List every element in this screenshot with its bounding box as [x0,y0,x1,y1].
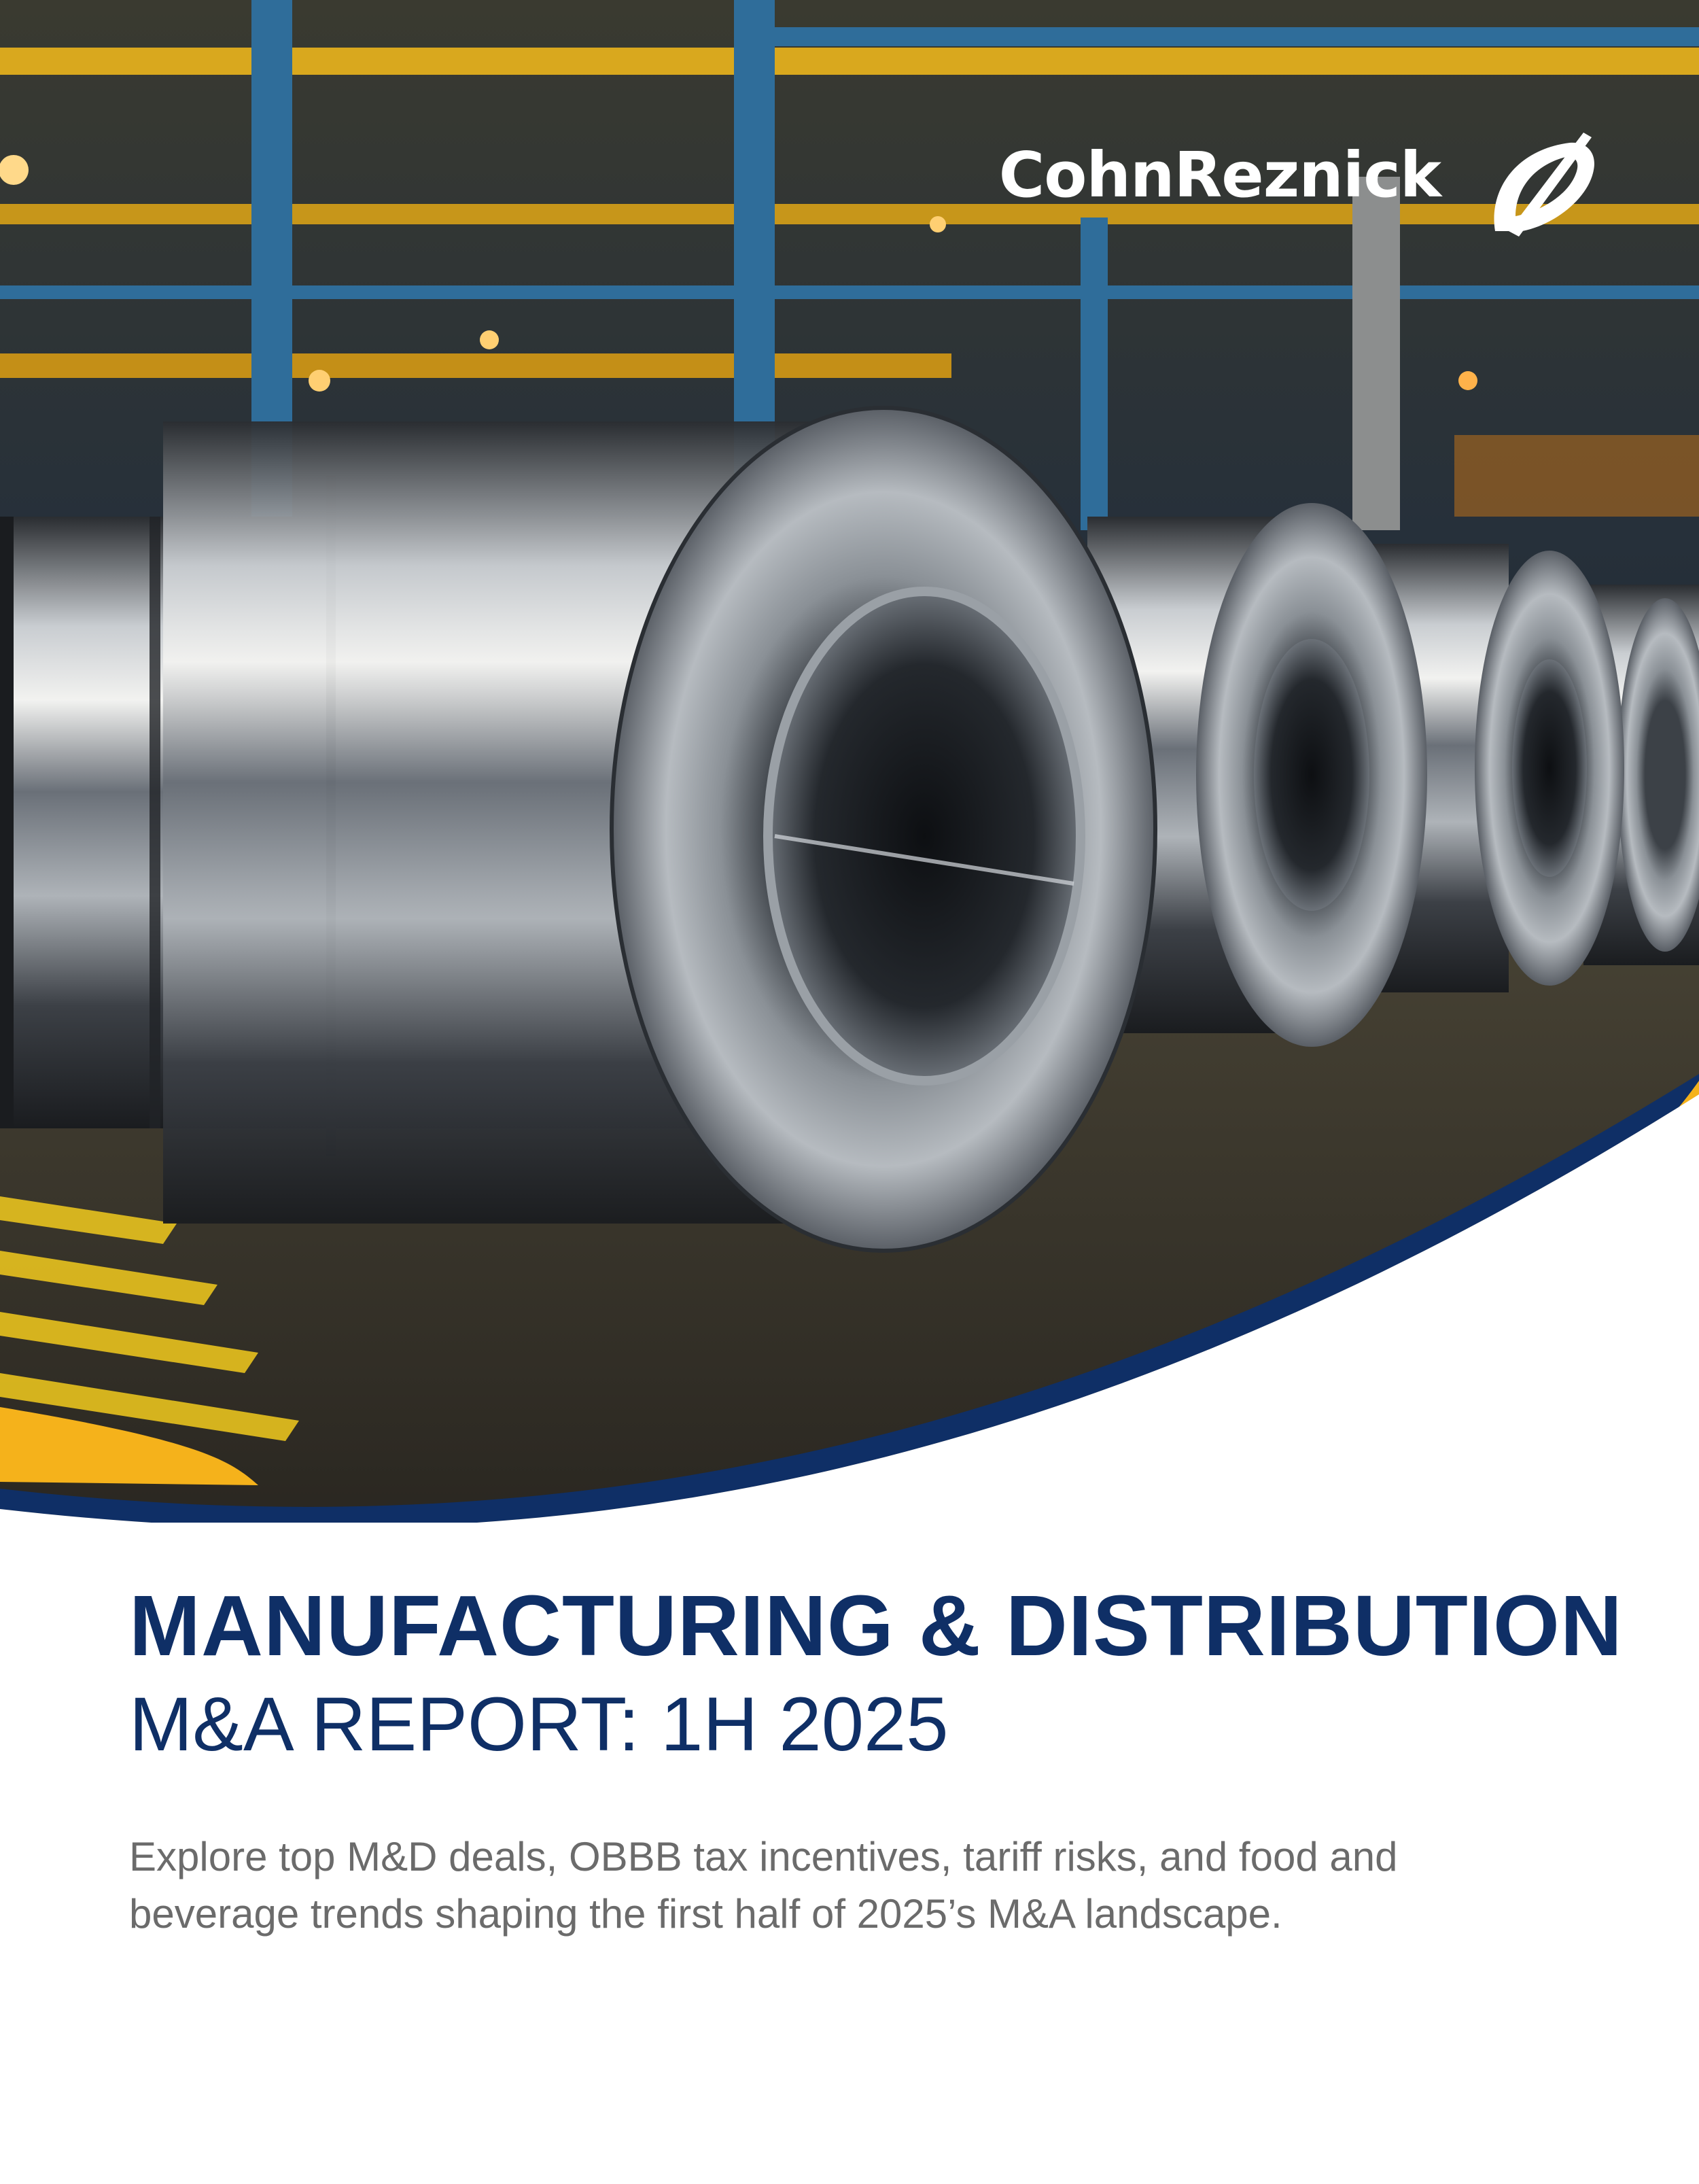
report-title: MANUFACTURING & DISTRIBUTION [129,1578,1623,1674]
intro-paragraph: Explore top M&D deals, OBBB tax incentiv… [129,1828,1590,1943]
brand-name: CohnReznick [998,139,1441,211]
report-subtitle: M&A REPORT: 1H 2025 [129,1681,949,1767]
intro-line-1: Explore top M&D deals, OBBB tax incentiv… [129,1834,1398,1879]
hero-image [0,0,1699,1523]
intro-line-2: beverage trends shaping the first half o… [129,1891,1282,1937]
brand-logo: CohnReznick [999,129,1604,238]
report-title-block: MANUFACTURING & DISTRIBUTION M&A REPORT:… [129,1577,1624,1769]
cohnreznick-swoosh-icon [1494,133,1594,237]
